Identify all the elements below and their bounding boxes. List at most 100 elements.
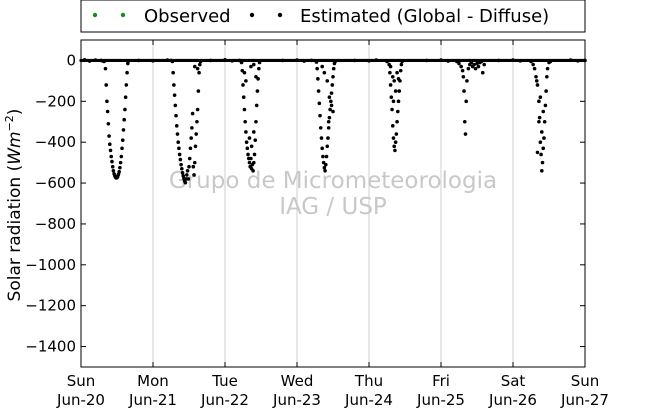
- data-point: [183, 180, 188, 185]
- data-point: [105, 99, 109, 104]
- data-point: [192, 173, 196, 177]
- data-point: [328, 107, 332, 112]
- y-axis-title-unit: Wm: [5, 131, 25, 164]
- data-point: [247, 136, 252, 140]
- data-point: [391, 99, 396, 104]
- data-point: [333, 59, 337, 64]
- data-point: [121, 128, 126, 132]
- x-tick-label-date: Jun-27: [560, 391, 609, 409]
- y-axis-title-exponent: −2: [3, 115, 16, 131]
- data-point: [461, 74, 466, 79]
- data-point: [396, 99, 401, 104]
- data-point: [462, 89, 466, 93]
- data-point: [295, 58, 299, 62]
- data-point: [540, 130, 544, 134]
- y-axis: 0 −200 −400 −600 −800 −1000 −1200 −1400: [25, 51, 585, 356]
- data-point: [198, 62, 202, 67]
- data-point: [243, 119, 247, 124]
- data-point: [568, 58, 573, 62]
- data-point: [109, 154, 114, 159]
- data-point: [172, 83, 176, 87]
- data-point: [257, 60, 262, 65]
- x-tick-label-date: Jun-25: [416, 391, 465, 409]
- data-point: [244, 130, 248, 134]
- data-point: [464, 99, 469, 104]
- data-point: [374, 58, 379, 62]
- data-point: [388, 83, 393, 87]
- data-point: [252, 62, 256, 67]
- data-point: [326, 136, 330, 140]
- data-point: [324, 162, 328, 167]
- data-point: [314, 60, 319, 64]
- data-point: [476, 64, 481, 69]
- data-point: [195, 119, 199, 124]
- data-point: [317, 101, 322, 106]
- data-point: [191, 164, 196, 169]
- data-point: [390, 124, 395, 128]
- data-point: [185, 173, 189, 177]
- legend-marker-observed: [92, 12, 98, 18]
- data-point: [324, 154, 329, 159]
- data-point: [165, 58, 170, 62]
- data-point: [395, 70, 399, 75]
- data-point: [325, 144, 330, 149]
- data-point: [247, 160, 252, 165]
- data-point: [538, 140, 543, 144]
- x-tick-label-day: Sun: [67, 372, 96, 390]
- data-point: [178, 157, 183, 162]
- data-point: [177, 152, 182, 157]
- data-point: [424, 58, 429, 63]
- y-axis-title: Solar radiation (Wm−2): [3, 109, 25, 302]
- legend: Observed Estimated (Global - Diffuse): [80, 0, 586, 33]
- data-point: [192, 160, 197, 165]
- data-point: [230, 59, 234, 63]
- data-point: [392, 144, 397, 149]
- watermark-line-1: Grupo de Micrometeorologia: [169, 168, 497, 194]
- data-point: [254, 119, 258, 124]
- data-point: [393, 140, 398, 144]
- data-point: [107, 134, 111, 138]
- data-point: [482, 62, 487, 67]
- data-point: [325, 79, 330, 83]
- data-point: [518, 59, 522, 63]
- data-point: [196, 89, 201, 93]
- x-tick-label-date: Jun-24: [344, 391, 393, 409]
- data-point: [110, 159, 114, 164]
- data-point: [319, 136, 324, 140]
- data-point: [173, 103, 178, 108]
- legend-marker-estimated: [249, 12, 255, 18]
- data-point: [529, 59, 533, 64]
- data-point: [395, 119, 399, 124]
- data-point: [249, 144, 254, 149]
- data-point: [540, 169, 544, 173]
- data-point: [537, 119, 541, 124]
- data-point: [195, 107, 200, 112]
- data-point: [255, 89, 260, 93]
- data-point: [123, 107, 127, 112]
- data-point: [187, 164, 191, 169]
- data-point: [326, 119, 331, 124]
- data-point: [316, 89, 321, 93]
- x-tick-label-day: Thu: [354, 372, 383, 390]
- data-point: [241, 83, 245, 87]
- data-point: [318, 113, 322, 118]
- data-point: [124, 83, 129, 87]
- data-point: [472, 62, 476, 67]
- data-point: [192, 64, 197, 69]
- data-point: [180, 171, 185, 175]
- legend-frame: [80, 0, 586, 33]
- data-point: [118, 165, 122, 170]
- data-point: [329, 103, 334, 108]
- data-point: [389, 95, 394, 100]
- watermark-line-2: IAG / USP: [279, 194, 387, 220]
- data-point: [534, 74, 538, 79]
- data-point: [439, 58, 443, 62]
- data-point: [541, 146, 546, 151]
- data-point: [245, 146, 250, 151]
- data-point: [399, 62, 404, 67]
- data-point: [385, 59, 389, 64]
- data-point: [170, 59, 175, 64]
- legend-label-observed: Observed: [144, 6, 231, 27]
- x-tick-label-date: Jun-20: [56, 391, 105, 409]
